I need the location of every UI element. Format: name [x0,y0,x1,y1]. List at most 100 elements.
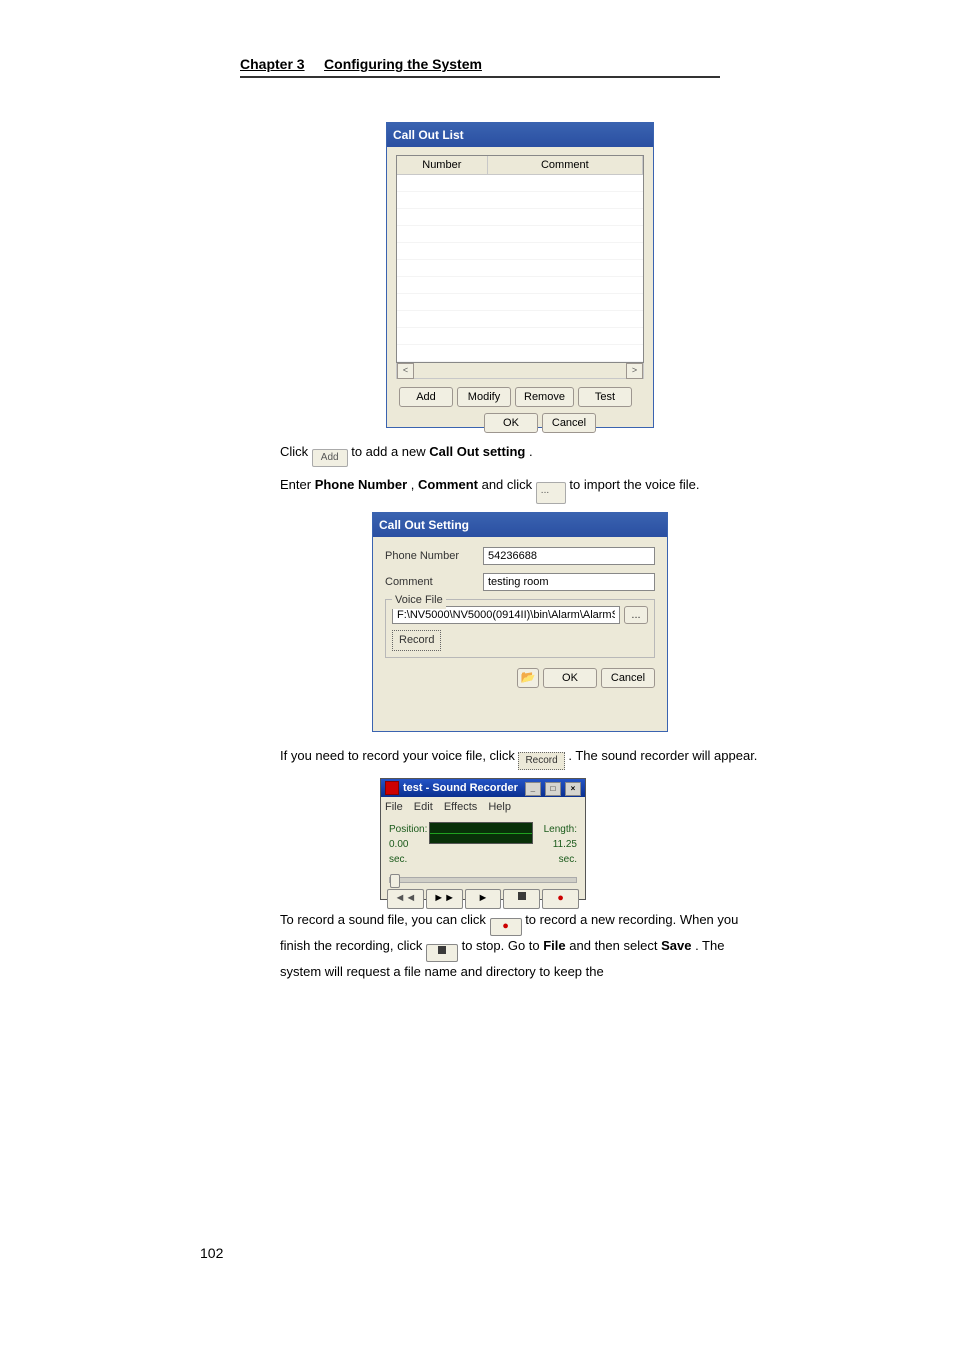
text: If you need to record your voice file, c… [280,748,518,763]
maximize-icon[interactable]: □ [545,782,561,796]
bold-text: Call Out setting [429,444,525,459]
waveform-display [429,822,533,844]
text: To record a sound file, you can click [280,912,490,927]
text: , [411,477,418,492]
add-button[interactable]: Add [399,387,453,407]
stop-button[interactable] [503,889,540,909]
app-icon [385,781,399,795]
menu-edit[interactable]: Edit [414,801,433,813]
cancel-button[interactable]: Cancel [601,668,655,688]
sound-recorder-window: test - Sound Recorder _ □ × File Edit Ef… [380,778,586,900]
horizontal-scrollbar[interactable]: < > [396,363,644,379]
stop-icon [518,892,526,900]
ok-button[interactable]: OK [543,668,597,688]
bold-text: File [543,938,565,953]
length-label: Length: [533,822,577,837]
setting-bottom-buttons: 📂 OK Cancel [373,662,667,696]
chapter-link: Chapter 3 [240,56,305,72]
scroll-left-icon[interactable]: < [397,363,414,379]
title-left: test - Sound Recorder [385,780,518,797]
text: to import the voice file. [569,477,699,492]
length-block: Length: 11.25 sec. [533,822,577,867]
col-number[interactable]: Number [397,156,488,174]
menu-file[interactable]: File [385,801,403,813]
comment-input[interactable] [483,573,655,591]
menu-bar: File Edit Effects Help [381,797,585,818]
cancel-button[interactable]: Cancel [542,413,596,433]
text: to stop. Go to [462,938,544,953]
window-titlebar: test - Sound Recorder _ □ × [381,779,585,797]
text: to add a new [351,444,429,459]
comment-row: Comment [385,573,655,591]
remove-button[interactable]: Remove [515,387,574,407]
length-value: 11.25 sec. [533,837,577,867]
record-button[interactable]: Record [392,630,441,651]
setting-form: Phone Number Comment Voice File ... Reco… [373,537,667,662]
page: Chapter 3 Configuring the System Call Ou… [0,0,954,1351]
page-number: 102 [200,1245,223,1261]
menu-help[interactable]: Help [488,801,511,813]
text: and then select [569,938,661,953]
inline-stop-button [426,944,458,962]
paragraph-record: If you need to record your voice file, c… [280,746,760,770]
paragraph-enter: Enter Phone Number , Comment and click .… [280,475,760,504]
stop-icon [438,946,446,954]
minimize-icon[interactable]: _ [525,782,541,796]
bold-text: Phone Number [315,477,407,492]
window-controls: _ □ × [524,780,581,797]
test-button[interactable]: Test [578,387,632,407]
text: Click [280,444,312,459]
section-link: Configuring the System [324,56,482,72]
call-out-setting-window: Call Out Setting Phone Number Comment Vo… [372,512,668,732]
recorder-mid: Position: 0.00 sec. Length: 11.25 sec. [381,818,585,871]
menu-effects[interactable]: Effects [444,801,477,813]
inline-add-button: Add [312,449,348,467]
text: Enter [280,477,315,492]
close-icon[interactable]: × [565,782,581,796]
call-list-table: Number Comment [396,155,644,363]
comment-label: Comment [385,574,483,591]
paragraph-add: Click Add to add a new Call Out setting … [280,442,760,467]
inline-record-button: Record [518,752,564,770]
scroll-right-icon[interactable]: > [626,363,643,379]
position-value: 0.00 sec. [389,837,429,867]
voice-fieldset: Voice File ... Record [385,599,655,658]
text: . The sound recorder will appear. [568,748,757,763]
title-text: test - Sound Recorder [403,780,518,797]
record-icon: ● [502,920,509,932]
play-button[interactable]: ► [465,889,502,909]
record-button[interactable]: ● [542,889,579,909]
col-comment[interactable]: Comment [488,156,643,174]
open-folder-icon[interactable]: 📂 [517,668,539,688]
list-buttons-row2: OK Cancel [387,409,653,441]
text: and click [482,477,536,492]
phone-input[interactable] [483,547,655,565]
page-header: Chapter 3 Configuring the System [240,56,720,78]
bold-text: Comment [418,477,478,492]
list-buttons-row1: Add Modify Remove Test [387,379,653,409]
position-label: Position: [389,822,429,837]
voice-path-input[interactable] [392,606,620,624]
window-titlebar: Call Out Setting [373,513,667,537]
paragraph-record-instr: To record a sound file, you can click ● … [280,910,760,982]
text: . [529,444,533,459]
position-block: Position: 0.00 sec. [389,822,429,867]
voice-legend: Voice File [392,592,446,609]
inline-rec-button: ● [490,918,522,936]
forward-button[interactable]: ►► [426,889,463,909]
phone-label: Phone Number [385,548,483,565]
bold-text: Save [661,938,691,953]
voice-path-row: ... [392,606,648,624]
window-titlebar: Call Out List [387,123,653,147]
rewind-button[interactable]: ◄◄ [387,889,424,909]
browse-button[interactable]: ... [624,606,648,624]
main-content: Call Out List Number Comment < > Add Mod… [280,78,760,982]
ok-button[interactable]: OK [484,413,538,433]
table-header: Number Comment [397,156,643,175]
modify-button[interactable]: Modify [457,387,511,407]
record-icon: ● [557,892,564,904]
table-body[interactable] [397,175,643,363]
phone-row: Phone Number [385,547,655,565]
position-slider[interactable] [389,877,577,883]
call-out-list-window: Call Out List Number Comment < > Add Mod… [386,122,654,428]
